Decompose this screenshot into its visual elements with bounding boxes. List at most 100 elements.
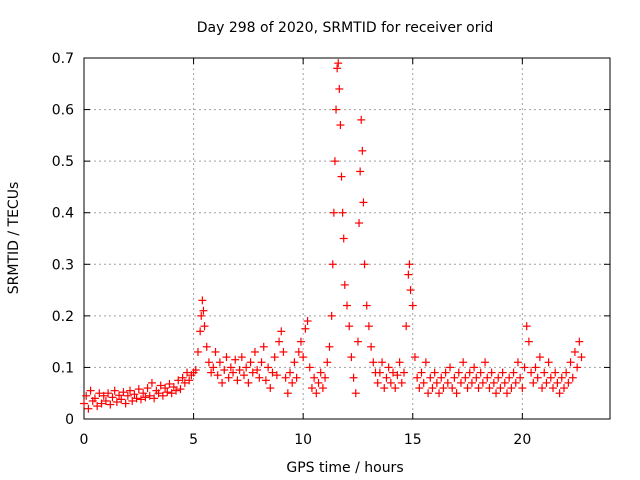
x-tick-label: 15 bbox=[404, 432, 422, 448]
data-point bbox=[362, 301, 371, 310]
data-point bbox=[80, 399, 88, 408]
data-point bbox=[351, 389, 360, 398]
data-point bbox=[441, 368, 450, 377]
data-point bbox=[222, 353, 231, 362]
data-point bbox=[564, 378, 573, 387]
data-point bbox=[277, 327, 286, 336]
data-point bbox=[527, 368, 536, 377]
data-point bbox=[384, 363, 393, 372]
data-point bbox=[430, 368, 439, 377]
data-point bbox=[231, 355, 240, 364]
data-point bbox=[307, 384, 316, 393]
data-point bbox=[357, 115, 366, 124]
data-point bbox=[126, 386, 135, 395]
data-point bbox=[566, 358, 575, 367]
data-point bbox=[570, 347, 579, 356]
data-point bbox=[279, 347, 288, 356]
data-point bbox=[84, 404, 93, 413]
data-point bbox=[446, 363, 455, 372]
data-point bbox=[428, 384, 437, 393]
y-axis-ticks: 0 0.1 0.2 0.3 0.4 0.5 0.6 0.7 bbox=[52, 51, 610, 428]
data-point bbox=[353, 337, 362, 346]
data-point bbox=[405, 260, 414, 269]
data-points bbox=[80, 59, 586, 413]
data-point bbox=[156, 381, 165, 390]
data-point bbox=[483, 373, 492, 382]
data-point bbox=[141, 393, 150, 402]
data-point bbox=[389, 368, 398, 377]
y-tick-label: 0.5 bbox=[52, 154, 74, 170]
x-axis-label: GPS time / hours bbox=[286, 460, 403, 476]
data-point bbox=[200, 322, 209, 331]
data-point bbox=[325, 342, 334, 351]
data-point bbox=[99, 391, 108, 400]
data-point bbox=[161, 384, 170, 393]
data-point bbox=[360, 260, 369, 269]
data-point bbox=[321, 373, 330, 382]
data-point bbox=[93, 402, 102, 411]
data-point bbox=[290, 358, 299, 367]
x-axis-ticks: 0 5 10 15 20 bbox=[80, 58, 531, 448]
data-point bbox=[121, 399, 130, 408]
data-point bbox=[314, 378, 323, 387]
data-point bbox=[513, 358, 522, 367]
data-point bbox=[294, 347, 303, 356]
data-point bbox=[123, 391, 132, 400]
data-point bbox=[535, 353, 544, 362]
data-point bbox=[364, 322, 373, 331]
data-point bbox=[369, 358, 378, 367]
data-point bbox=[339, 234, 348, 243]
data-point bbox=[454, 368, 463, 377]
data-point bbox=[242, 363, 251, 372]
data-point bbox=[257, 358, 266, 367]
data-point bbox=[496, 384, 505, 393]
data-point bbox=[310, 373, 319, 382]
y-tick-label: 0.7 bbox=[52, 51, 74, 67]
data-point bbox=[481, 358, 490, 367]
data-point bbox=[461, 373, 470, 382]
data-point bbox=[95, 389, 104, 398]
data-point bbox=[492, 389, 501, 398]
data-point bbox=[305, 363, 314, 372]
data-point bbox=[415, 384, 424, 393]
data-point bbox=[215, 358, 224, 367]
data-point bbox=[386, 378, 395, 387]
data-point bbox=[108, 393, 117, 402]
data-point bbox=[333, 64, 342, 73]
data-point bbox=[259, 342, 268, 351]
data-point bbox=[202, 342, 211, 351]
y-tick-label: 0 bbox=[65, 412, 74, 428]
data-point bbox=[211, 347, 220, 356]
data-point bbox=[485, 384, 494, 393]
data-point bbox=[82, 391, 91, 400]
data-point bbox=[375, 368, 384, 377]
data-point bbox=[355, 219, 364, 228]
data-point bbox=[505, 373, 514, 382]
data-point bbox=[318, 384, 327, 393]
data-point bbox=[239, 371, 248, 380]
data-point bbox=[286, 368, 295, 377]
data-point bbox=[419, 378, 428, 387]
data-point bbox=[472, 373, 481, 382]
data-point bbox=[410, 353, 419, 362]
data-point bbox=[347, 353, 356, 362]
data-point bbox=[568, 373, 577, 382]
data-point bbox=[335, 84, 344, 93]
data-point bbox=[358, 146, 367, 155]
data-point bbox=[502, 389, 511, 398]
data-point bbox=[224, 373, 233, 382]
data-point bbox=[421, 358, 430, 367]
data-point bbox=[500, 378, 509, 387]
data-point bbox=[404, 270, 413, 279]
data-point bbox=[520, 363, 529, 372]
data-point bbox=[330, 157, 339, 166]
y-tick-label: 0.1 bbox=[52, 360, 74, 376]
data-point bbox=[90, 394, 99, 403]
data-point bbox=[139, 389, 148, 398]
data-point bbox=[489, 378, 498, 387]
data-point bbox=[143, 384, 152, 393]
data-point bbox=[281, 373, 290, 382]
data-point bbox=[237, 353, 246, 362]
data-point bbox=[487, 368, 496, 377]
